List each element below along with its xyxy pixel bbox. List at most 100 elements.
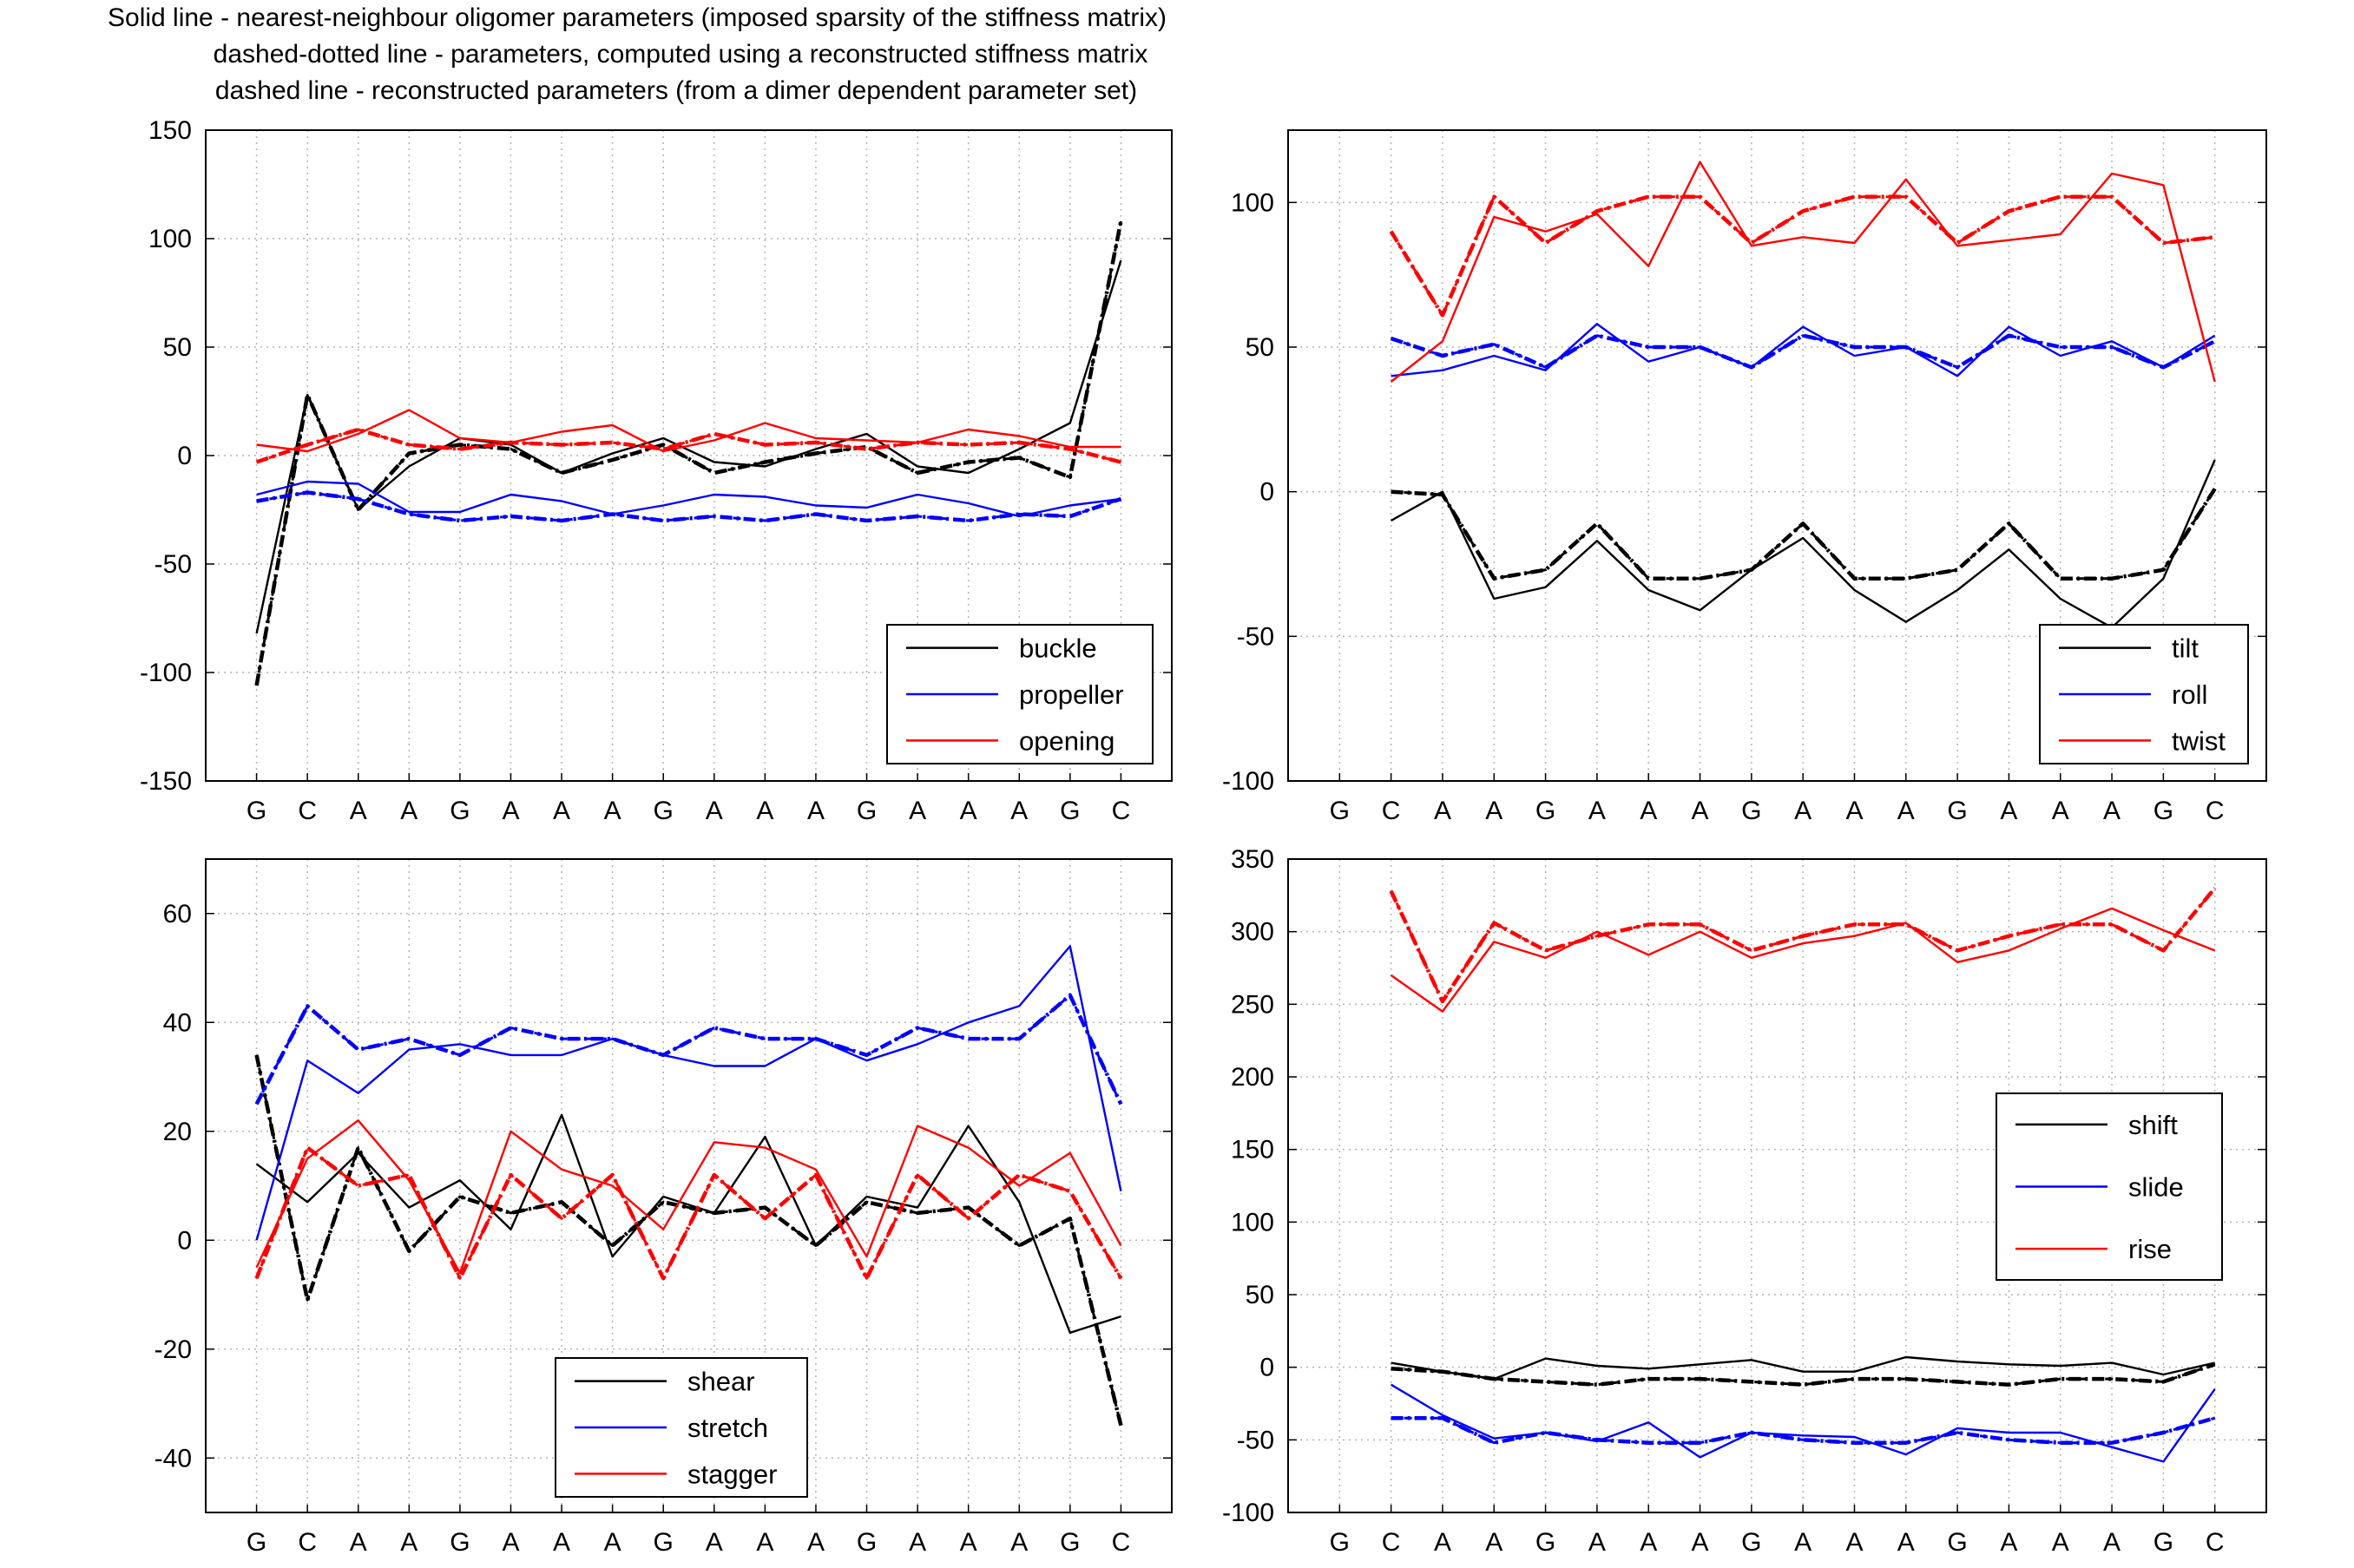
x-tick-label: C bbox=[2206, 797, 2225, 825]
series-line-twist-dashed bbox=[1390, 195, 2215, 317]
x-tick-label: A bbox=[1692, 797, 1709, 825]
panel-base-pair-rotations: G C A A G A A A G A A A G A A A G C -150 -100 -50 0 50 100 150 bu… bbox=[140, 116, 1173, 825]
y-tick-label: 0 bbox=[1259, 1354, 1274, 1382]
x-tick-label: G bbox=[2153, 1528, 2173, 1557]
x-tick-label: A bbox=[960, 797, 977, 825]
x-tick-label: G bbox=[1947, 1528, 1967, 1557]
series-line-twist-solid bbox=[1390, 161, 2216, 383]
y-tick-label: 100 bbox=[148, 225, 192, 253]
series-line-shift-dashdot bbox=[1391, 1362, 2216, 1387]
x-tick-label: G bbox=[857, 1528, 877, 1557]
x-tick-label: A bbox=[1010, 1528, 1028, 1557]
axes-frame bbox=[205, 129, 1173, 782]
x-tick-label: G bbox=[450, 1528, 470, 1557]
x-tick-label: A bbox=[2000, 797, 2017, 825]
series-line-stretch-solid bbox=[255, 945, 1122, 1241]
series-line-buckle-solid bbox=[255, 259, 1122, 634]
x-tick-label: A bbox=[1640, 797, 1657, 825]
x-tick-label: G bbox=[1330, 1528, 1350, 1557]
y-tick-label: 20 bbox=[163, 1118, 192, 1146]
x-tick-label: C bbox=[1382, 797, 1401, 825]
series-line-rise-dashdot bbox=[1389, 887, 2217, 1004]
series-line-stagger-dashed bbox=[255, 1146, 1122, 1280]
y-tick-label: 40 bbox=[163, 1008, 192, 1037]
legend-label-tilt: tilt bbox=[2172, 633, 2199, 664]
x-tick-label: G bbox=[1741, 1528, 1761, 1557]
x-tick-label: A bbox=[1485, 797, 1502, 825]
legend-label-twist: twist bbox=[2172, 725, 2226, 756]
axes-frame bbox=[1287, 858, 2267, 1513]
legend-label-buckle: buckle bbox=[1019, 633, 1097, 664]
series-line-opening-solid bbox=[256, 409, 1121, 453]
series-line-opening-dashed bbox=[256, 428, 1121, 463]
x-tick-label: G bbox=[247, 797, 266, 825]
y-tick-label: -150 bbox=[140, 767, 192, 796]
series-line-stretch-dashed bbox=[255, 994, 1122, 1105]
panel-base-pair-translations: G C A A G A A A G A A A G A A A G C -40 -20 0 20 40 60 shear stre… bbox=[155, 858, 1173, 1557]
legend: shift slide rise bbox=[1996, 1092, 2223, 1281]
x-tick-label: A bbox=[807, 1528, 825, 1557]
y-tick-label: 50 bbox=[1246, 333, 1274, 362]
legend-label-stagger: stagger bbox=[687, 1459, 777, 1489]
x-tick-label: G bbox=[1330, 797, 1350, 825]
series-line-propeller-solid bbox=[256, 480, 1121, 518]
x-tick-label: A bbox=[553, 797, 570, 825]
series-line-rise-solid bbox=[1390, 907, 2216, 1013]
x-tick-label: A bbox=[604, 1528, 621, 1557]
x-tick-label: G bbox=[857, 797, 877, 825]
x-tick-label: G bbox=[2153, 797, 2173, 825]
x-tick-label: A bbox=[2103, 1528, 2121, 1557]
legend: buckle propeller opening bbox=[886, 624, 1154, 764]
x-tick-label: A bbox=[1588, 797, 1606, 825]
panel-step-translations: G C A A G A A A G A A A G A A A G C -100 -50 0 50 100 150 200 250… bbox=[1222, 845, 2267, 1557]
x-tick-label: A bbox=[2052, 1528, 2069, 1557]
x-tick-label: A bbox=[1588, 1528, 1606, 1557]
legend-label-shear: shear bbox=[687, 1367, 755, 1397]
y-tick-label: 150 bbox=[1231, 1136, 1274, 1165]
x-tick-label: C bbox=[1382, 1528, 1401, 1557]
title-line-2: dashed-dotted line - parameters, compute… bbox=[214, 40, 1148, 69]
series-line-rise-dashed bbox=[1390, 887, 2216, 1003]
x-tick-label: A bbox=[1434, 797, 1451, 825]
x-tick-label: G bbox=[654, 797, 674, 825]
x-tick-label: C bbox=[298, 1528, 317, 1557]
series-line-roll-solid bbox=[1391, 323, 2216, 377]
x-tick-label: C bbox=[298, 797, 317, 825]
y-tick-label: -20 bbox=[155, 1335, 192, 1364]
legend-label-propeller: propeller bbox=[1019, 679, 1124, 710]
legend: shear stretch stagger bbox=[555, 1357, 808, 1498]
y-tick-label: 0 bbox=[177, 1226, 192, 1255]
y-tick-label: 300 bbox=[1231, 918, 1274, 947]
legend: tilt roll twist bbox=[2039, 624, 2249, 764]
x-tick-label: A bbox=[1845, 797, 1863, 825]
x-tick-label: A bbox=[1485, 1528, 1502, 1557]
y-tick-label: 150 bbox=[148, 116, 192, 145]
x-tick-label: G bbox=[1947, 797, 1967, 825]
x-tick-label: A bbox=[2000, 1528, 2017, 1557]
legend-label-rise: rise bbox=[2128, 1234, 2172, 1264]
x-tick-label: C bbox=[1112, 797, 1131, 825]
series-line-buckle-dashed bbox=[255, 220, 1122, 686]
x-tick-label: A bbox=[1794, 797, 1812, 825]
x-tick-label: A bbox=[400, 1528, 418, 1557]
y-tick-label: 60 bbox=[163, 900, 192, 928]
y-tick-label: -50 bbox=[155, 550, 192, 579]
x-tick-label: A bbox=[350, 797, 367, 825]
series-line-slide-dashed bbox=[1391, 1416, 2216, 1445]
x-tick-label: A bbox=[706, 1528, 723, 1557]
x-tick-label: A bbox=[1010, 797, 1028, 825]
series-line-shear-dashed bbox=[255, 1054, 1122, 1426]
x-tick-label: A bbox=[1845, 1528, 1863, 1557]
y-tick-label: -100 bbox=[1222, 767, 1274, 796]
x-tick-label: G bbox=[654, 1528, 674, 1557]
x-tick-label: A bbox=[909, 797, 926, 825]
y-tick-label: 350 bbox=[1231, 845, 1274, 874]
x-tick-label: G bbox=[1741, 797, 1761, 825]
x-tick-label: A bbox=[960, 1528, 977, 1557]
x-tick-label: A bbox=[1897, 797, 1915, 825]
y-tick-label: 0 bbox=[1259, 478, 1274, 507]
series-line-shift-solid bbox=[1391, 1355, 2215, 1381]
x-tick-label: A bbox=[1794, 1528, 1812, 1557]
y-tick-label: 50 bbox=[163, 333, 192, 362]
y-tick-label: 50 bbox=[1246, 1281, 1274, 1309]
